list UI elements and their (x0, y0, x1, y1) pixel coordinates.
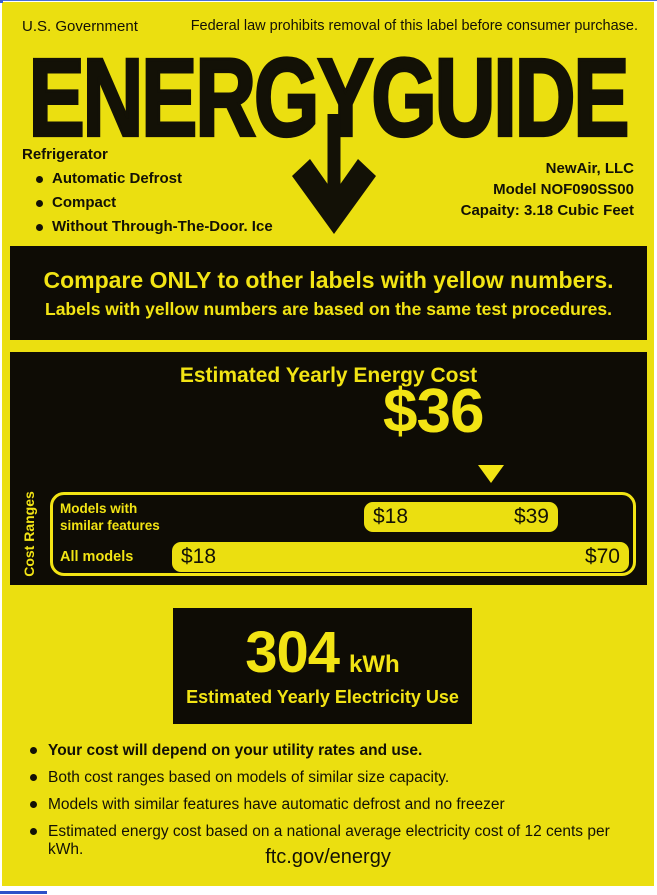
feature-label: Automatic Defrost (52, 170, 183, 187)
kwh-caption: Estimated Yearly Electricity Use (186, 686, 459, 707)
manufacturer-block: NewAir, LLC Model NOF090SS00 Capaity: 3.… (461, 158, 634, 221)
federal-law-notice: Federal law prohibits removal of this la… (190, 18, 638, 34)
kwh-value: 304 (245, 619, 340, 685)
all-models-label: All models (60, 549, 134, 565)
kwh-row: 304 kWh (245, 619, 400, 685)
range-min: $18 (373, 505, 409, 528)
range-max: $39 (513, 505, 549, 528)
footnote: Estimated energy cost based on a nationa… (30, 823, 630, 859)
footnotes: Your cost will depend on your utility ra… (30, 742, 630, 868)
screenshot-edge-artifact (0, 891, 47, 894)
feature-item: Compact (36, 193, 273, 213)
footnote: Models with similar features have automa… (30, 796, 630, 814)
compare-banner-line1: Compare ONLY to other labels with yellow… (43, 266, 614, 293)
cost-ranges-group (50, 492, 636, 576)
model-number: Model NOF090SS00 (493, 181, 634, 198)
bullet-icon (36, 199, 43, 207)
electricity-use-panel: 304 kWh Estimated Yearly Electricity Use (173, 608, 472, 724)
footnote: Your cost will depend on your utility ra… (30, 742, 630, 760)
appliance-features: Refrigerator Automatic Defrost Compact W… (22, 146, 273, 241)
screenshot-corner-artifact (0, 0, 3, 3)
yearly-cost-panel: Estimated Yearly Energy Cost $36 Cost Ra… (10, 352, 647, 585)
appliance-type: Refrigerator (22, 146, 108, 163)
down-triangle-icon (478, 465, 504, 483)
bullet-icon (36, 223, 43, 231)
screenshot-edge-artifact (0, 0, 657, 1)
feature-label: Compact (52, 194, 117, 211)
range-max: $70 (584, 545, 620, 568)
estimated-cost-value: $36 (383, 377, 484, 446)
similar-models-range-bar: $18 $39 (364, 502, 558, 532)
government-text: U.S. Government (22, 18, 138, 35)
cost-panel-title: Estimated Yearly Energy Cost (179, 364, 478, 387)
kwh-unit: kWh (349, 650, 400, 678)
all-models-range-bar: $18 $70 (172, 542, 629, 572)
bullet-icon (30, 747, 37, 754)
manufacturer-name: NewAir, LLC (545, 160, 634, 177)
bullet-icon (30, 801, 37, 808)
down-arrow-icon (292, 114, 376, 234)
capacity-text: Capaity: 3.18 Cubic Feet (460, 202, 634, 219)
compare-banner-line2: Labels with yellow numbers are based on … (45, 298, 612, 319)
bullet-icon (30, 774, 37, 781)
ftc-url: ftc.gov/energy (265, 846, 391, 868)
feature-item: Without Through-The-Door. Ice (36, 217, 273, 237)
feature-label: Without Through-The-Door. Ice (52, 218, 273, 235)
range-min: $18 (181, 545, 217, 568)
feature-item: Automatic Defrost (36, 169, 273, 189)
similar-models-label: Models with similar features (60, 501, 160, 533)
bullet-icon (30, 828, 37, 835)
bullet-icon (36, 175, 43, 183)
footnote: Both cost ranges based on models of simi… (30, 769, 630, 787)
cost-ranges-side-label: Cost Ranges (21, 491, 37, 577)
compare-banner: Compare ONLY to other labels with yellow… (10, 246, 647, 340)
